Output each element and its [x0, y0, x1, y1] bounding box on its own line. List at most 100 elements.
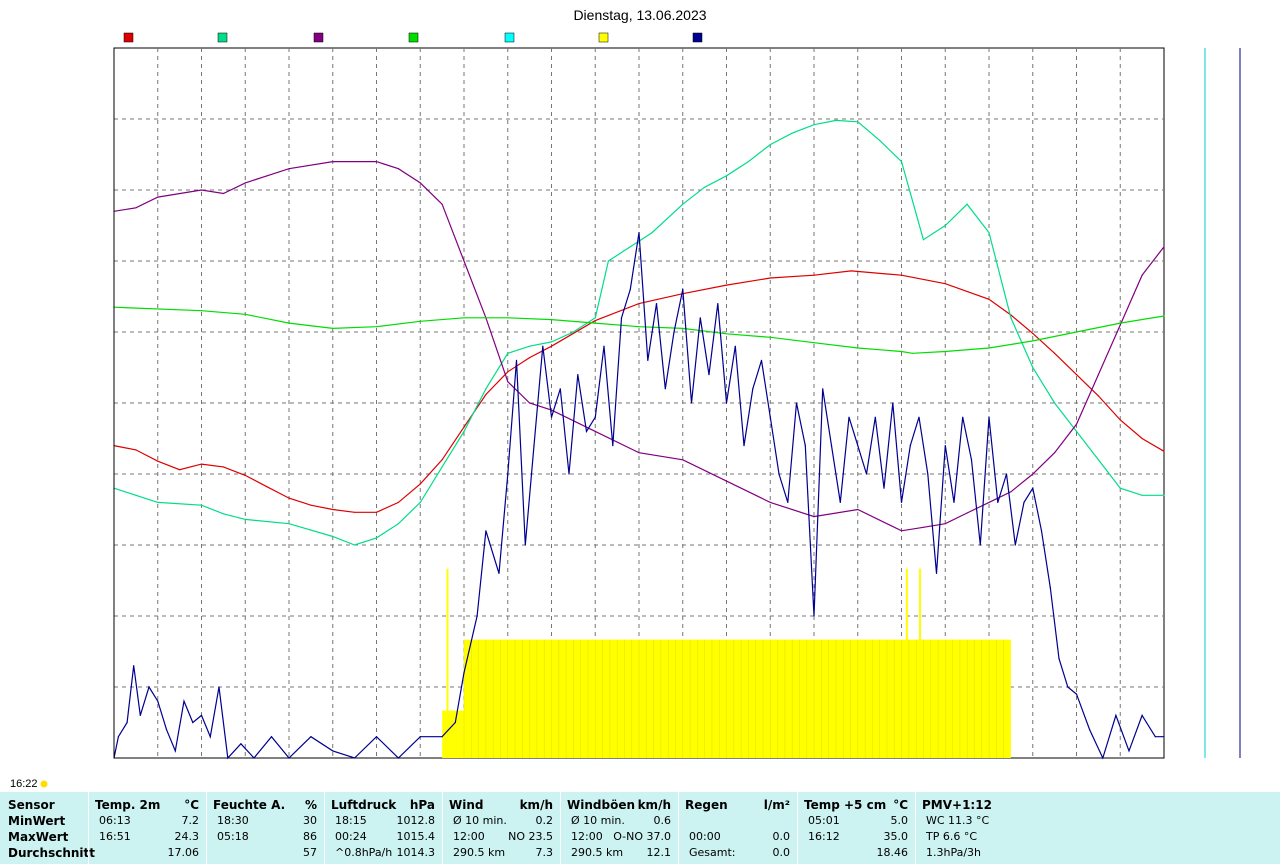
legend-swatch [408, 32, 419, 43]
series-point [752, 388, 754, 390]
series-point [953, 501, 955, 503]
series-point [192, 721, 194, 724]
grid-lines [114, 48, 1164, 758]
series-point [769, 501, 771, 503]
series-point [270, 736, 273, 738]
series-point [594, 416, 596, 418]
series-point [515, 359, 518, 361]
series-point [585, 430, 588, 432]
legend-swatch [598, 32, 609, 43]
series-point [529, 357, 531, 359]
series-point [463, 426, 465, 428]
footer-column-unit: km/h [519, 798, 553, 812]
series-point [1163, 246, 1165, 248]
footer-cell-value: 86 [303, 830, 317, 843]
series-point [835, 119, 837, 121]
series-point [769, 144, 771, 146]
series-point [1141, 494, 1143, 496]
series-point [988, 501, 990, 503]
footer-cell-label: 06:13 [99, 814, 131, 827]
series-point [988, 416, 990, 418]
series-point [332, 161, 334, 163]
footer-column: Regen l/m² 00:00 0.0 Gesamt: 0.0 [678, 792, 798, 864]
series-point [1040, 530, 1043, 532]
series-point [830, 445, 833, 447]
series-point [183, 700, 185, 702]
series-point [441, 466, 443, 468]
footer-cell-label: 05:18 [217, 830, 249, 843]
series-point [179, 469, 181, 471]
legend-swatch [123, 32, 134, 43]
series-point [594, 430, 596, 432]
series-point [397, 168, 399, 170]
footer-cell-label: 05:01 [808, 814, 840, 827]
series-point [594, 320, 596, 322]
series-point [857, 508, 859, 511]
footer-column-head: Regen [685, 798, 728, 812]
series-point [419, 736, 421, 738]
series-point [673, 331, 675, 333]
series-point [813, 124, 815, 126]
series-point [419, 182, 421, 184]
series-point [725, 480, 728, 482]
series-point [1163, 315, 1165, 317]
series-point [1141, 274, 1143, 276]
series-point [1128, 750, 1130, 752]
footer-cell-value: 0.6 [653, 814, 672, 827]
series-point [218, 686, 220, 688]
series-point [332, 327, 334, 329]
series-point [638, 303, 640, 305]
footer-cell-label: 1.3hPa/3h [926, 846, 982, 859]
series-point [507, 381, 509, 383]
series-point [1032, 473, 1034, 475]
series-point [507, 371, 509, 373]
series-point [1097, 395, 1099, 397]
series-point [883, 487, 885, 489]
series-point [988, 298, 990, 300]
series-point [1032, 332, 1034, 334]
series-point [620, 317, 623, 319]
series-point [900, 350, 903, 353]
series-point [699, 317, 701, 319]
series-point [1097, 374, 1099, 376]
series-point [647, 359, 649, 361]
footer-column-head: Feuchte A. [213, 798, 286, 812]
series-point [682, 327, 684, 329]
series-point [900, 274, 903, 276]
series-point [743, 445, 745, 447]
series-point [354, 511, 356, 513]
series-point [900, 161, 903, 163]
series-point [1075, 430, 1078, 432]
series-point [769, 277, 771, 279]
series-point [240, 743, 242, 745]
series-point [747, 161, 750, 163]
series-point [804, 445, 806, 447]
series-point [848, 416, 850, 418]
series-point [1005, 473, 1008, 475]
footer-column-head: Windböen [567, 798, 635, 812]
series-point [629, 288, 631, 290]
footer-cell-value: 0.0 [772, 846, 791, 859]
footer-column-head: PMV+1:12 [922, 798, 992, 812]
footer-cell-label: 12:00 [571, 830, 603, 843]
footer-cell-value: 57 [303, 846, 317, 859]
series-point [979, 544, 981, 546]
legend-swatch [692, 32, 703, 43]
footer-cell-value: 17.06 [167, 846, 200, 859]
series-point [288, 322, 290, 324]
series-point [375, 161, 378, 163]
series-point [1154, 736, 1156, 738]
footer-cell-label: Ø 10 min. [453, 814, 507, 827]
footer-column: PMV+1:12 WC 11.3 °C TP 6.6 °C 1.3hPa/3h [915, 792, 1036, 864]
footer-cell-value: 12.1 [646, 846, 672, 859]
series-point [725, 333, 728, 335]
series-point [857, 121, 859, 123]
series-point [310, 736, 312, 738]
series-point [927, 473, 929, 475]
series-point [760, 359, 763, 361]
series-point [550, 319, 553, 321]
footer-cell-label: TP 6.6 °C [926, 830, 978, 843]
series-point [778, 473, 780, 475]
footer-cell-label: 16:12 [808, 830, 840, 843]
series-point [813, 516, 815, 518]
